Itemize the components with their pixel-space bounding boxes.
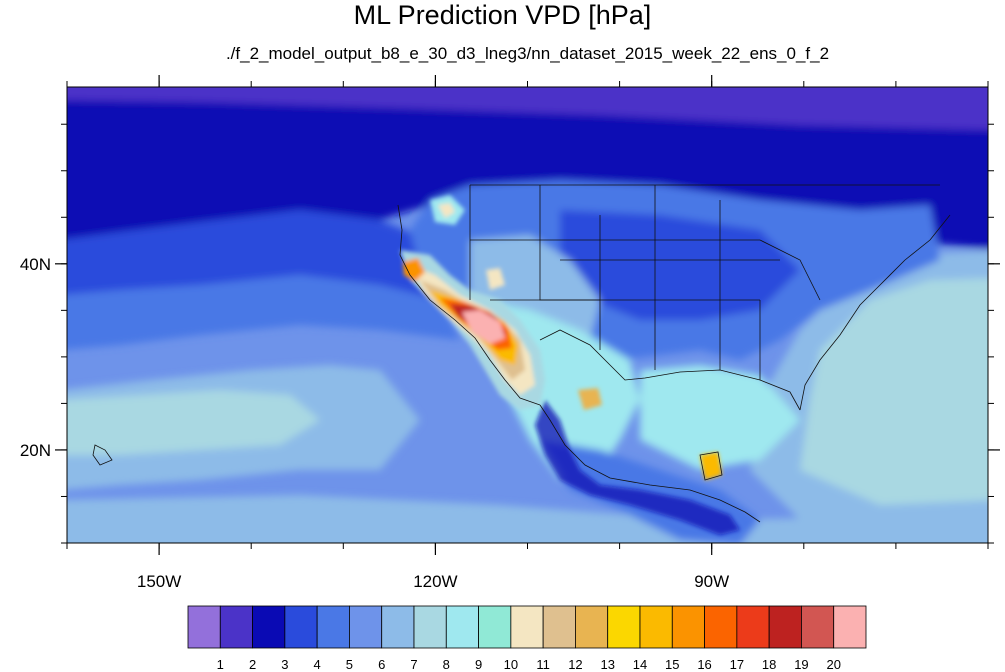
coastlines bbox=[92, 184, 951, 523]
colorbar-swatch bbox=[736, 605, 770, 649]
colorbar-label: 9 bbox=[475, 657, 482, 672]
colorbar-label: 14 bbox=[633, 657, 647, 672]
colorbar-swatch bbox=[252, 605, 286, 649]
colorbar-swatch bbox=[349, 605, 383, 649]
colorbar-swatch bbox=[833, 605, 867, 649]
colorbar-label: 5 bbox=[346, 657, 353, 672]
colorbar-label: 7 bbox=[410, 657, 417, 672]
x-tick-label: 90W bbox=[694, 572, 729, 591]
y-tick-label: 40N bbox=[20, 255, 51, 274]
colorbar-swatch bbox=[187, 605, 221, 649]
colorbar-label: 16 bbox=[697, 657, 711, 672]
colorbar-swatch bbox=[542, 605, 576, 649]
colorbar-swatch bbox=[704, 605, 738, 649]
colorbar-swatch bbox=[575, 605, 609, 649]
x-tick-label: 150W bbox=[137, 572, 181, 591]
colorbar-label: 13 bbox=[600, 657, 614, 672]
colorbar-label: 4 bbox=[314, 657, 321, 672]
colorbar: 1 2 3 4 5 6 7 8 9 10 11 12 13 14 15 16 17 18 19 20 bbox=[187, 605, 867, 672]
colorbar-label: 6 bbox=[378, 657, 385, 672]
map-axes: 150W 120W 90W 40N 20N bbox=[20, 75, 1000, 591]
colorbar-swatch bbox=[413, 605, 447, 649]
colorbar-label: 8 bbox=[443, 657, 450, 672]
colorbar-swatch bbox=[284, 605, 318, 649]
colorbar-label: 12 bbox=[568, 657, 582, 672]
colorbar-swatch bbox=[478, 605, 512, 649]
colorbar-swatch bbox=[510, 605, 544, 649]
colorbar-label: 3 bbox=[281, 657, 288, 672]
map-title: ML Prediction VPD [hPa] bbox=[353, 0, 652, 30]
colorbar-label: 18 bbox=[762, 657, 776, 672]
colorbar-swatch bbox=[639, 605, 673, 649]
colorbar-label: 11 bbox=[536, 657, 550, 672]
y-tick-label: 20N bbox=[20, 441, 51, 460]
x-tick-label: 120W bbox=[413, 572, 457, 591]
colorbar-label: 10 bbox=[504, 657, 518, 672]
colorbar-swatch bbox=[445, 605, 479, 649]
colorbar-label: 20 bbox=[826, 657, 840, 672]
colorbar-swatch bbox=[381, 605, 415, 649]
colorbar-swatch bbox=[768, 605, 802, 649]
map-subtitle: ./f_2_model_output_b8_e_30_d3_lneg3/nn_d… bbox=[225, 44, 830, 63]
colorbar-label: 15 bbox=[665, 657, 679, 672]
colorbar-label: 19 bbox=[794, 657, 808, 672]
colorbar-swatch bbox=[219, 605, 253, 649]
colorbar-label: 1 bbox=[217, 657, 224, 672]
colorbar-swatch bbox=[801, 605, 835, 649]
colorbar-label: 2 bbox=[249, 657, 256, 672]
map-field bbox=[67, 87, 988, 543]
colorbar-swatch bbox=[316, 605, 350, 649]
colorbar-swatch bbox=[671, 605, 705, 649]
colorbar-swatch bbox=[607, 605, 641, 649]
colorbar-label: 17 bbox=[730, 657, 744, 672]
